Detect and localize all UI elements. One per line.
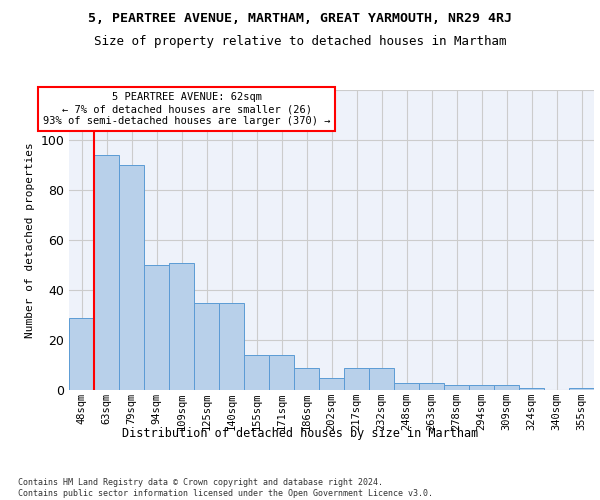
Bar (444, 385, 469, 390)
Y-axis label: Number of detached properties: Number of detached properties (25, 142, 35, 338)
Bar (494, 385, 519, 390)
Text: Size of property relative to detached houses in Martham: Size of property relative to detached ho… (94, 35, 506, 48)
Text: 5, PEARTREE AVENUE, MARTHAM, GREAT YARMOUTH, NR29 4RJ: 5, PEARTREE AVENUE, MARTHAM, GREAT YARMO… (88, 12, 512, 26)
Bar (269, 355, 294, 390)
Bar (569, 388, 594, 390)
Bar (144, 265, 169, 390)
Text: 5 PEARTREE AVENUE: 62sqm
← 7% of detached houses are smaller (26)
93% of semi-de: 5 PEARTREE AVENUE: 62sqm ← 7% of detache… (43, 92, 330, 126)
Bar (69, 318, 94, 390)
Bar (419, 382, 444, 390)
Bar (194, 302, 219, 390)
Bar (244, 355, 269, 390)
Bar (519, 388, 544, 390)
Bar (94, 155, 119, 390)
Bar (169, 262, 194, 390)
Bar (369, 368, 394, 390)
Text: Distribution of detached houses by size in Martham: Distribution of detached houses by size … (122, 428, 478, 440)
Bar (294, 368, 319, 390)
Bar (469, 385, 494, 390)
Bar (394, 382, 419, 390)
Bar (344, 368, 369, 390)
Text: Contains HM Land Registry data © Crown copyright and database right 2024.
Contai: Contains HM Land Registry data © Crown c… (18, 478, 433, 498)
Bar (119, 165, 144, 390)
Bar (219, 302, 244, 390)
Bar (319, 378, 344, 390)
